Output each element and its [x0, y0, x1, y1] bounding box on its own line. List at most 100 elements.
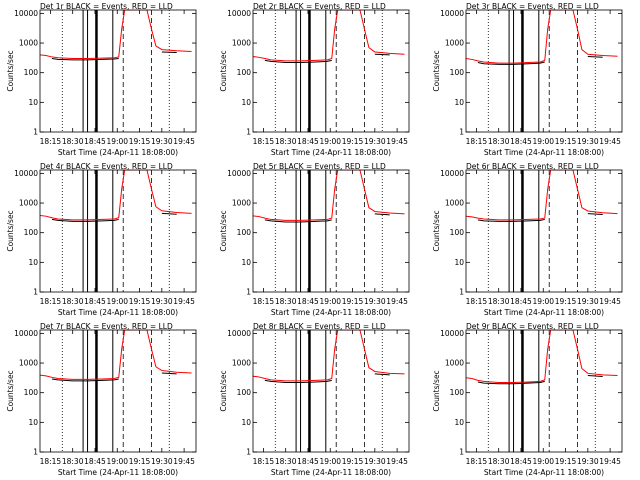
panel: Det 7r BLACK = Events, RED = LLD Counts/s…: [6, 322, 197, 477]
y-tick-label: 10000: [227, 169, 251, 178]
x-tick-label: 19:00: [319, 137, 341, 146]
y-tick-label: 1: [246, 448, 251, 457]
plot-frame: [465, 329, 623, 453]
y-tick-label: 1000: [19, 199, 38, 208]
panel: Det 6r BLACK = Events, RED = LLD Counts/s…: [432, 162, 623, 317]
y-tick-label: 100: [450, 68, 465, 77]
x-tick-label: 18:45: [297, 457, 319, 466]
x-tick-label: 19:45: [386, 137, 408, 146]
x-tick-label: 19:45: [599, 297, 621, 306]
y-tick-label: 10: [28, 98, 38, 107]
x-tick-label: 19:15: [342, 297, 364, 306]
x-tick-label: 18:15: [40, 457, 62, 466]
x-axis-label: Start Time (24-Apr-11 18:08:00): [484, 308, 604, 317]
x-axis-label: Start Time (24-Apr-11 18:08:00): [271, 468, 391, 477]
x-axis-label: Start Time (24-Apr-11 18:08:00): [271, 148, 391, 157]
y-tick-label: 100: [24, 68, 39, 77]
x-axis-label: Start Time (24-Apr-11 18:08:00): [58, 468, 178, 477]
plot-frame: [39, 329, 197, 453]
y-tick-label: 1: [33, 288, 38, 297]
x-tick-label: 19:15: [555, 297, 577, 306]
y-tick-label: 1: [459, 288, 464, 297]
x-tick-label: 19:30: [577, 297, 599, 306]
y-tick-label: 10: [28, 418, 38, 427]
series-line: [253, 330, 405, 382]
series-line: [40, 170, 192, 221]
x-tick-label: 18:30: [275, 137, 297, 146]
y-tick-label: 10: [454, 98, 464, 107]
y-tick-label: 100: [450, 388, 465, 397]
y-tick-label: 10: [28, 258, 38, 267]
series-line: [40, 330, 192, 380]
y-tick-label: 1000: [19, 359, 38, 368]
x-tick-label: 18:30: [488, 457, 510, 466]
x-tick-label: 19:00: [106, 297, 128, 306]
x-tick-label: 18:30: [62, 457, 84, 466]
y-tick-label: 1000: [232, 359, 251, 368]
y-tick-label: 1: [246, 128, 251, 137]
y-axis-label: Counts/sec: [219, 50, 228, 91]
series-line: [253, 170, 405, 221]
panel-title: Det 5r BLACK = Events, RED = LLD: [253, 162, 386, 171]
series-line: [51, 51, 177, 61]
series-line: [51, 212, 177, 222]
x-tick-label: 19:00: [319, 297, 341, 306]
x-tick-label: 18:45: [84, 137, 106, 146]
panel: Det 5r BLACK = Events, RED = LLD Counts/s…: [219, 162, 410, 317]
y-tick-label: 1: [459, 448, 464, 457]
y-axis-label: Counts/sec: [6, 370, 15, 411]
x-tick-label: 18:30: [62, 297, 84, 306]
panel: Det 8r BLACK = Events, RED = LLD Counts/s…: [219, 322, 410, 477]
y-tick-label: 1000: [445, 39, 464, 48]
y-tick-label: 10000: [440, 9, 464, 18]
panel: Det 1r BLACK = Events, RED = LLD Counts/s…: [6, 2, 197, 157]
x-tick-label: 19:15: [129, 137, 151, 146]
y-tick-label: 100: [237, 388, 252, 397]
y-tick-label: 10000: [14, 9, 38, 18]
plot-frame: [39, 9, 197, 133]
panel-title: Det 3r BLACK = Events, RED = LLD: [466, 2, 599, 11]
y-tick-label: 10: [454, 258, 464, 267]
y-axis-label: Counts/sec: [6, 210, 15, 251]
y-tick-label: 10000: [227, 329, 251, 338]
x-tick-label: 19:15: [129, 297, 151, 306]
y-tick-label: 10: [241, 258, 251, 267]
x-axis-label: Start Time (24-Apr-11 18:08:00): [484, 148, 604, 157]
y-tick-label: 100: [237, 228, 252, 237]
panel-title: Det 1r BLACK = Events, RED = LLD: [40, 2, 173, 11]
series-line: [264, 373, 390, 384]
y-axis-label: Counts/sec: [432, 50, 441, 91]
panel-title: Det 8r BLACK = Events, RED = LLD: [253, 322, 386, 331]
x-tick-label: 19:15: [342, 457, 364, 466]
x-tick-label: 19:30: [577, 457, 599, 466]
x-tick-label: 19:00: [319, 457, 341, 466]
y-axis-label: Counts/sec: [432, 370, 441, 411]
y-tick-label: 10000: [14, 329, 38, 338]
series-line: [477, 56, 603, 65]
y-tick-label: 1000: [19, 39, 38, 48]
x-tick-label: 18:30: [275, 457, 297, 466]
x-tick-label: 19:45: [599, 457, 621, 466]
panel: Det 2r BLACK = Events, RED = LLD Counts/s…: [219, 2, 410, 157]
plot-frame: [465, 9, 623, 133]
plot-frame: [465, 169, 623, 293]
x-tick-label: 19:45: [386, 297, 408, 306]
x-tick-label: 18:45: [510, 457, 532, 466]
panel-title: Det 9r BLACK = Events, RED = LLD: [466, 322, 599, 331]
x-tick-label: 18:15: [466, 137, 488, 146]
x-tick-label: 19:45: [173, 297, 195, 306]
y-tick-label: 100: [24, 388, 39, 397]
series-line: [264, 53, 390, 64]
x-axis-label: Start Time (24-Apr-11 18:08:00): [58, 148, 178, 157]
x-tick-label: 19:30: [151, 137, 173, 146]
series-line: [253, 10, 405, 62]
series-line: [40, 10, 192, 60]
series-line: [51, 372, 177, 382]
series-line: [264, 213, 390, 223]
x-tick-label: 19:15: [129, 457, 151, 466]
y-tick-label: 1: [33, 128, 38, 137]
x-tick-label: 19:00: [532, 297, 554, 306]
x-tick-label: 19:30: [151, 297, 173, 306]
